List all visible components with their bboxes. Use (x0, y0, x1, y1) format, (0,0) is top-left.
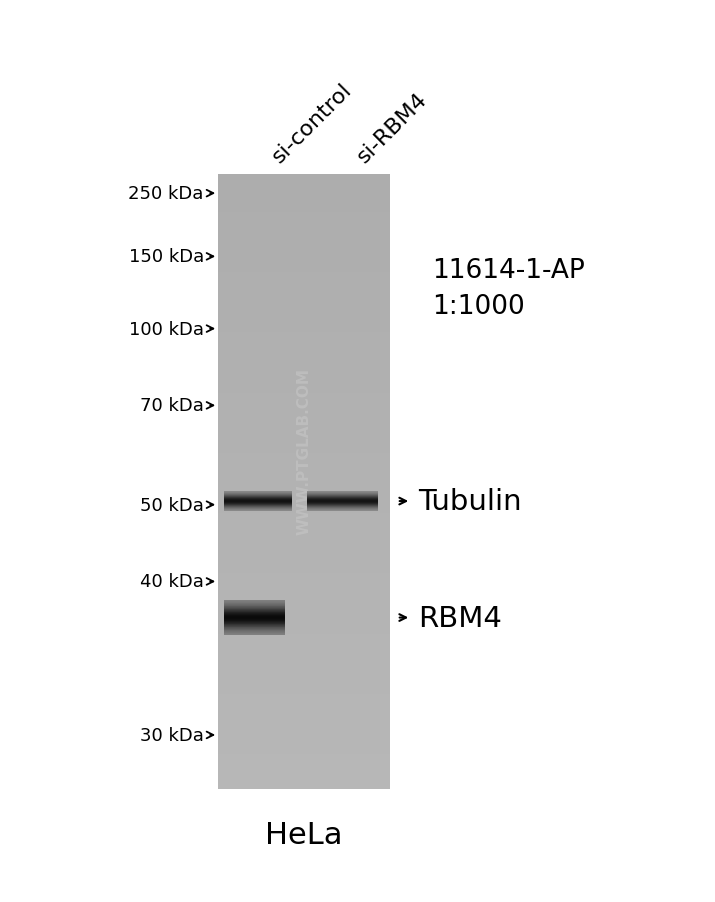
Text: 50 kDa: 50 kDa (140, 496, 204, 514)
Text: 70 kDa: 70 kDa (140, 397, 204, 415)
Text: Tubulin: Tubulin (418, 487, 522, 516)
Text: 30 kDa: 30 kDa (140, 726, 204, 744)
Text: 250 kDa: 250 kDa (129, 185, 204, 203)
Text: si-RBM4: si-RBM4 (354, 89, 432, 167)
Text: WWW.PTGLAB.COM: WWW.PTGLAB.COM (297, 368, 311, 534)
Text: 40 kDa: 40 kDa (140, 573, 204, 591)
Text: HeLa: HeLa (265, 820, 342, 849)
Text: 11614-1-AP
1:1000: 11614-1-AP 1:1000 (433, 258, 586, 319)
Text: RBM4: RBM4 (418, 603, 502, 632)
Text: 150 kDa: 150 kDa (129, 248, 204, 266)
Text: 100 kDa: 100 kDa (129, 320, 204, 338)
Text: si-control: si-control (268, 79, 355, 167)
